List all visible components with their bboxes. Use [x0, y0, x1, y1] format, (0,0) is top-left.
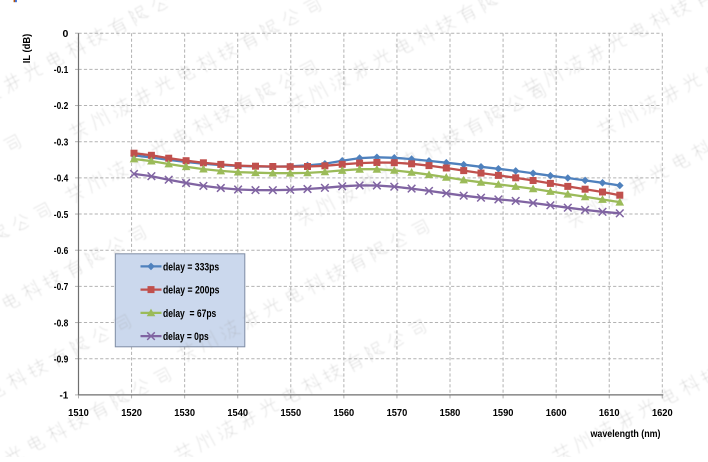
- svg-text:1570: 1570: [387, 407, 408, 419]
- svg-text:0: 0: [62, 28, 68, 40]
- svg-text:1610: 1610: [599, 407, 620, 419]
- svg-text:wavelength (nm): wavelength (nm): [590, 428, 661, 440]
- svg-text:1550: 1550: [280, 407, 301, 419]
- svg-text:-1: -1: [60, 390, 69, 402]
- svg-text:-0.8: -0.8: [54, 317, 69, 329]
- svg-text:-0.4: -0.4: [54, 173, 69, 185]
- svg-text:delay = 200ps: delay = 200ps: [163, 285, 220, 297]
- svg-text:1580: 1580: [440, 407, 461, 419]
- svg-text:-0.6: -0.6: [54, 245, 69, 257]
- svg-text:1600: 1600: [546, 407, 567, 419]
- svg-text:-0.9: -0.9: [54, 353, 69, 365]
- svg-text:1620: 1620: [652, 407, 673, 419]
- svg-text:1510: 1510: [68, 407, 89, 419]
- svg-text:delay = 333ps: delay = 333ps: [163, 261, 219, 273]
- svg-text:delay = 0ps: delay = 0ps: [163, 331, 209, 343]
- svg-text:1590: 1590: [493, 407, 514, 419]
- svg-text:-0.3: -0.3: [54, 136, 69, 148]
- svg-text:1530: 1530: [174, 407, 195, 419]
- svg-text:-0.2: -0.2: [54, 100, 69, 112]
- svg-text:1560: 1560: [334, 407, 355, 419]
- svg-text:delay = 67ps: delay = 67ps: [163, 308, 216, 320]
- svg-text:1520: 1520: [121, 407, 142, 419]
- svg-text:-0.1: -0.1: [54, 64, 69, 76]
- svg-text:1540: 1540: [227, 407, 248, 419]
- svg-text:-0.5: -0.5: [54, 209, 69, 221]
- svg-text:-0.7: -0.7: [54, 281, 69, 293]
- svg-text:IL (dB): IL (dB): [21, 34, 33, 64]
